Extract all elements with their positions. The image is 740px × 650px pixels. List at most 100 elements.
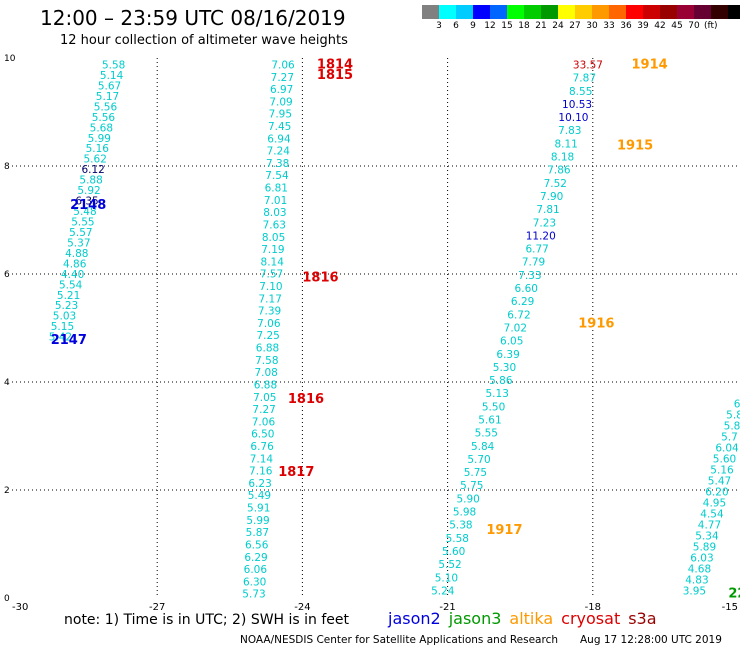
swh-value: 5.47 bbox=[708, 476, 731, 488]
swh-value: 7.95 bbox=[269, 109, 292, 121]
swh-value: 5.62 bbox=[84, 154, 107, 166]
swh-value: 7.27 bbox=[252, 404, 275, 416]
x-tick-label: -15 bbox=[722, 602, 738, 613]
swh-value: 7.17 bbox=[259, 293, 282, 305]
legend-jason3: jason3 bbox=[448, 609, 502, 628]
x-tick-label: -24 bbox=[294, 602, 310, 613]
swh-value: 6.29 bbox=[244, 552, 267, 564]
swh-value: 5.70 bbox=[467, 454, 490, 466]
swh-value: 5.16 bbox=[710, 465, 734, 477]
swh-value: 5.21 bbox=[57, 290, 80, 302]
color-scale-label: 30 bbox=[586, 21, 598, 31]
swh-value: 5.30 bbox=[493, 362, 516, 374]
swh-value: 5.54 bbox=[59, 279, 83, 291]
swh-value: 5.52 bbox=[438, 559, 461, 571]
legend-altika: altika bbox=[509, 609, 554, 628]
swh-value: 5.73 bbox=[242, 589, 265, 601]
y-tick-label: 2 bbox=[4, 486, 10, 496]
swh-value: 6.39 bbox=[496, 349, 519, 361]
swh-value: 7.10 bbox=[259, 281, 282, 293]
swh-value: 6.20 bbox=[705, 487, 728, 499]
swh-value: 6.50 bbox=[251, 429, 274, 441]
swh-value: 10.53 bbox=[562, 99, 592, 111]
swh-value: 5.50 bbox=[482, 401, 505, 413]
swh-value: 7.16 bbox=[249, 466, 273, 478]
legend-s3a: s3a bbox=[628, 609, 657, 628]
swh-value: 7.24 bbox=[267, 146, 291, 158]
y-tick-label: 10 bbox=[4, 54, 16, 64]
color-scale-swatch bbox=[439, 5, 456, 19]
swh-value: 7.27 bbox=[271, 72, 294, 84]
swh-value: 6.05 bbox=[500, 336, 523, 348]
swh-value: 7.09 bbox=[269, 96, 292, 108]
y-tick-label: 8 bbox=[4, 162, 10, 172]
legend-jason2: jason2 bbox=[388, 609, 441, 628]
swh-value: 6.30 bbox=[243, 576, 266, 588]
chart-subtitle: 12 hour collection of altimeter wave hei… bbox=[60, 33, 348, 48]
swh-value: 5.24 bbox=[431, 585, 455, 597]
color-scale-label: 9 bbox=[470, 21, 476, 31]
color-scale-swatch bbox=[507, 5, 524, 19]
swh-value: 5.99 bbox=[88, 133, 111, 145]
swh-value: 7.38 bbox=[266, 158, 289, 170]
color-scale-swatch bbox=[660, 5, 677, 19]
swh-value: 5.60 bbox=[713, 454, 736, 466]
swh-value: 6 bbox=[734, 399, 740, 411]
color-scale-label: 70 bbox=[688, 21, 700, 31]
swh-value: 6.56 bbox=[245, 539, 269, 551]
swh-value: 7.58 bbox=[255, 355, 278, 367]
swh-value: 5.7 bbox=[721, 432, 738, 444]
color-scale-label: 21 bbox=[535, 21, 547, 31]
chart-title: 12:00 – 23:59 UTC 08/16/2019 bbox=[40, 6, 346, 30]
pass-label: 2204 bbox=[728, 587, 740, 602]
swh-value: 7.08 bbox=[254, 367, 277, 379]
swh-value: 6.23 bbox=[248, 478, 271, 490]
swh-value: 4.54 bbox=[700, 509, 724, 521]
legend-cryosat: cryosat bbox=[561, 609, 621, 628]
swh-value: 5.56 bbox=[94, 101, 118, 113]
x-tick-label: -18 bbox=[585, 602, 601, 613]
swh-value: 5.03 bbox=[53, 311, 76, 323]
pass-label: 1816 bbox=[302, 271, 338, 286]
color-scale-swatch bbox=[626, 5, 643, 19]
color-scale-swatch bbox=[694, 5, 711, 19]
color-scale-swatch bbox=[643, 5, 660, 19]
swh-value: 5.16 bbox=[86, 143, 110, 155]
swh-value: 8.11 bbox=[554, 138, 577, 150]
swh-value: 4.77 bbox=[698, 519, 721, 531]
swh-value: 5.86 bbox=[489, 375, 513, 387]
swh-value: 5.58 bbox=[102, 59, 125, 71]
swh-value: 7.33 bbox=[518, 270, 541, 282]
color-scale-swatch bbox=[609, 5, 626, 19]
color-scale-label: 24 bbox=[552, 21, 564, 31]
color-scale-swatch bbox=[422, 5, 439, 19]
color-scale-label: 45 bbox=[671, 21, 683, 31]
swh-value: 4.88 bbox=[65, 248, 88, 260]
swh-value: 7.81 bbox=[536, 204, 559, 216]
swh-value: 8.05 bbox=[262, 232, 285, 244]
pass-label: 2147 bbox=[51, 333, 87, 348]
swh-value: 5.8 bbox=[726, 410, 740, 422]
pass-label: 1914 bbox=[632, 57, 668, 72]
swh-value: 7.14 bbox=[250, 453, 274, 465]
color-scale-swatch bbox=[728, 5, 740, 19]
color-scale-swatch bbox=[524, 5, 541, 19]
y-tick-label: 4 bbox=[4, 378, 10, 388]
credit-line: NOAA/NESDIS Center for Satellite Applica… bbox=[240, 634, 558, 646]
swh-value: 7.52 bbox=[544, 178, 567, 190]
x-tick-label: -21 bbox=[439, 602, 455, 613]
swh-value: 4.86 bbox=[63, 258, 87, 270]
color-scale-swatch bbox=[558, 5, 575, 19]
y-tick-label: 0 bbox=[4, 594, 10, 604]
swh-value: 7.05 bbox=[253, 392, 276, 404]
swh-value: 7.79 bbox=[522, 257, 545, 269]
swh-value: 5.17 bbox=[96, 91, 119, 103]
swh-value: 6.88 bbox=[254, 379, 277, 391]
swh-value: 5.42 bbox=[49, 332, 72, 344]
pass-label: 1916 bbox=[578, 317, 614, 332]
satellite-legend: jason2 jason3 altika cryosat s3a bbox=[388, 609, 665, 628]
swh-value: 5.68 bbox=[90, 122, 113, 134]
swh-value: 5.75 bbox=[464, 467, 487, 479]
swh-value: 6.12 bbox=[81, 164, 104, 176]
color-scale-label: 39 bbox=[637, 21, 649, 31]
